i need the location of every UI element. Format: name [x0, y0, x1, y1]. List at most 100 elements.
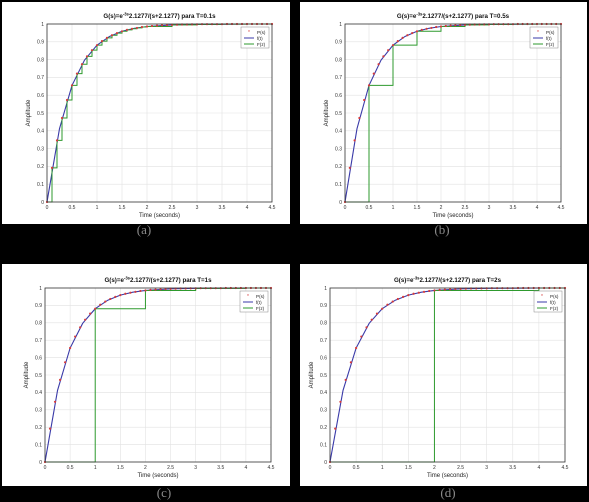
x-tick-label: 3	[485, 465, 488, 471]
marker-point	[104, 300, 107, 303]
marker-point	[160, 24, 164, 27]
legend: * P(s)f(t)F(z)	[529, 26, 559, 49]
x-tick-label: 4.5	[562, 465, 569, 471]
legend-box	[240, 26, 270, 49]
marker-point	[454, 24, 457, 27]
legend-box	[533, 290, 563, 313]
legend-box	[529, 26, 559, 49]
marker-point	[377, 63, 380, 66]
caption-a: (a)	[136, 222, 152, 237]
marker-point	[115, 31, 119, 35]
x-tick-label: 0.5	[353, 465, 360, 471]
marker-point	[70, 84, 74, 87]
legend-label: P(s)	[550, 294, 559, 299]
y-tick-label: 0	[41, 200, 44, 206]
x-tick-label: 0.5	[69, 205, 76, 211]
y-tick-label: 0	[324, 460, 327, 466]
marker-point	[348, 166, 351, 169]
y-tick-label: 0.7	[35, 338, 42, 344]
chart-title: G(s)=e-3s2.1277/(s+2.1277) para T=0.5s	[397, 12, 510, 21]
marker-point	[155, 24, 159, 27]
y-tick-label: 0.1	[320, 442, 327, 448]
marker-point	[355, 346, 358, 350]
marker-point	[367, 84, 371, 87]
x-tick-label: 2	[433, 465, 436, 471]
legend-label: f(t)	[256, 300, 262, 305]
marker-point	[85, 55, 89, 58]
y-tick-label: 0.8	[35, 321, 42, 327]
x-tick-labels: 0 0.5 1 1.5 2 2.5 3 3.5 4 4.5	[329, 465, 569, 471]
marker-point	[391, 44, 395, 47]
x-tick-label: 4	[536, 205, 539, 211]
marker-point	[84, 318, 87, 321]
marker-point	[164, 287, 167, 291]
plot-frame	[329, 287, 566, 463]
y-tick-label: 1	[41, 22, 44, 28]
y-tick-label: 0	[339, 200, 342, 206]
chart-a: 0 0.5 1 1.5 2 2.5 3 3.5 4 4.500.10.20.30.40.50.60…	[26, 12, 276, 220]
marker-point	[99, 303, 102, 306]
x-axis-label: Time (seconds)	[427, 473, 468, 479]
y-tick-label: 0.7	[320, 338, 327, 344]
caption-c: (c)	[156, 485, 172, 500]
marker-point	[365, 326, 368, 329]
x-tick-label: 2	[144, 465, 147, 471]
y-tick-label: 0.2	[320, 425, 327, 431]
marker-point	[145, 25, 149, 28]
y-tick-label: 0.5	[335, 111, 342, 117]
marker-point	[89, 312, 92, 315]
marker-point	[90, 49, 94, 52]
marker-point	[407, 294, 410, 297]
marker-point	[391, 300, 394, 303]
marker-point	[411, 31, 414, 35]
y-tick-label: 0.8	[37, 57, 44, 63]
grid	[46, 23, 273, 203]
y-tick-label: 0.6	[335, 93, 342, 99]
x-tick-labels: 0 0.5 1 1.5 2 2.5 3 3.5 4 4.5	[344, 205, 565, 211]
marker-point	[124, 292, 127, 295]
chart-c: 0 0.5 1 1.5 2 2.5 3 3.5 4 4.500.10.20.30.40.50.60…	[24, 276, 275, 480]
y-tick-label: 0.4	[35, 390, 42, 396]
y-tick-label: 0.4	[320, 390, 327, 396]
x-tick-label: 1.5	[117, 465, 124, 471]
x-tick-label: 2.5	[462, 205, 469, 211]
y-tick-label: 1	[339, 22, 342, 28]
marker-point	[80, 63, 84, 66]
legend-marker-P: *	[541, 294, 543, 300]
marker-point	[65, 98, 69, 102]
marker-point	[134, 290, 137, 293]
y-tick-label: 0.5	[35, 373, 42, 379]
chart-title: G(s)=e-3s2.1277/(s+2.1277) para T=2s	[394, 276, 502, 285]
marker-point	[129, 291, 132, 294]
legend-label: P(s)	[256, 294, 265, 299]
marker-point	[382, 55, 385, 58]
y-tick-label: 0.4	[37, 129, 44, 135]
marker-point	[159, 288, 162, 291]
marker-point	[60, 116, 64, 120]
x-tick-label: 0	[344, 205, 347, 211]
y-tick-label: 0.2	[37, 164, 44, 170]
legend-label: F(z)	[256, 306, 265, 311]
marker-point	[363, 98, 366, 102]
y-tick-label: 1	[324, 286, 327, 292]
x-tick-label: 1	[96, 205, 99, 211]
x-tick-label: 1	[381, 465, 384, 471]
legend-label: F(z)	[546, 42, 555, 47]
plot-frame	[46, 23, 273, 203]
marker-point	[144, 289, 147, 292]
plot-frame	[344, 23, 562, 203]
y-tick-label: 0.9	[37, 40, 44, 46]
marker-point	[349, 361, 352, 364]
x-tick-label: 3.5	[510, 205, 517, 211]
marker-point	[105, 36, 109, 39]
x-tick-label: 2.5	[169, 205, 176, 211]
y-tick-label: 0.3	[35, 408, 42, 414]
marker-point	[420, 28, 423, 31]
y-tick-label: 0.5	[37, 111, 44, 117]
legend-label: f(t)	[550, 300, 556, 305]
marker-point	[75, 72, 79, 75]
chart-title: G(s)=e-3s2.1277/(s+2.1277) para T=1s	[104, 276, 212, 285]
x-tick-label: 1	[392, 205, 395, 211]
y-tick-labels: 0 0.1 0.2 0.3 0.4 0.5 0.6 0.7 0.8 0.9 1	[335, 22, 342, 206]
marker-point	[55, 139, 59, 142]
